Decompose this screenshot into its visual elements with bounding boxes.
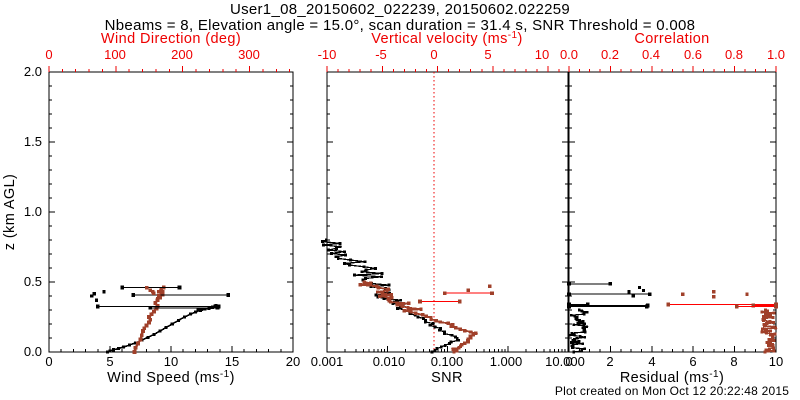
svg-text:5: 5 (484, 47, 491, 62)
svg-text:20: 20 (286, 354, 300, 369)
svg-text:0.100: 0.100 (431, 354, 464, 369)
svg-text:0.4: 0.4 (642, 47, 660, 62)
svg-text:8: 8 (730, 354, 737, 369)
svg-text:4: 4 (648, 354, 655, 369)
svg-text:-5: -5 (375, 47, 387, 62)
svg-text:2.0: 2.0 (24, 64, 42, 79)
svg-text:0: 0 (45, 354, 52, 369)
svg-text:100: 100 (104, 47, 126, 62)
svg-text:5: 5 (106, 354, 113, 369)
svg-text:SNR: SNR (431, 370, 463, 386)
svg-text:z (km AGL): z (km AGL) (2, 174, 18, 251)
svg-text:0.8: 0.8 (725, 47, 743, 62)
svg-text:Wind Speed (ms-1): Wind Speed (ms-1) (107, 369, 235, 387)
svg-text:1.0: 1.0 (767, 47, 785, 62)
svg-text:Correlation: Correlation (634, 31, 709, 47)
svg-text:0.001: 0.001 (311, 354, 344, 369)
svg-text:0: 0 (430, 47, 437, 62)
svg-text:300: 300 (238, 47, 260, 62)
svg-text:User1_08_20150602_022239, 2015: User1_08_20150602_022239, 20150602.02225… (230, 1, 570, 18)
svg-text:6: 6 (689, 354, 696, 369)
svg-text:10: 10 (164, 354, 178, 369)
svg-text:10: 10 (769, 354, 783, 369)
svg-text:15: 15 (225, 354, 239, 369)
svg-text:0.6: 0.6 (684, 47, 702, 62)
svg-text:0.5: 0.5 (24, 274, 42, 289)
svg-text:0: 0 (45, 47, 52, 62)
svg-text:0.0: 0.0 (24, 344, 42, 359)
svg-text:10: 10 (535, 47, 549, 62)
svg-text:1.5: 1.5 (24, 134, 42, 149)
svg-text:0.2: 0.2 (601, 47, 619, 62)
svg-text:Vertical velocity (ms-1): Vertical velocity (ms-1) (371, 30, 522, 48)
svg-text:1.000: 1.000 (490, 354, 523, 369)
svg-text:Wind Direction (deg): Wind Direction (deg) (101, 31, 241, 47)
svg-text:0.010: 0.010 (373, 354, 406, 369)
svg-text:1.0: 1.0 (24, 204, 42, 219)
svg-text:-10: -10 (318, 47, 337, 62)
svg-text:0.0: 0.0 (560, 47, 578, 62)
svg-text:2: 2 (606, 354, 613, 369)
svg-text:0: 0 (565, 354, 572, 369)
svg-text:200: 200 (171, 47, 193, 62)
svg-text:Plot created on Mon Oct 12 20:: Plot created on Mon Oct 12 20:22:48 2015 (555, 384, 789, 398)
